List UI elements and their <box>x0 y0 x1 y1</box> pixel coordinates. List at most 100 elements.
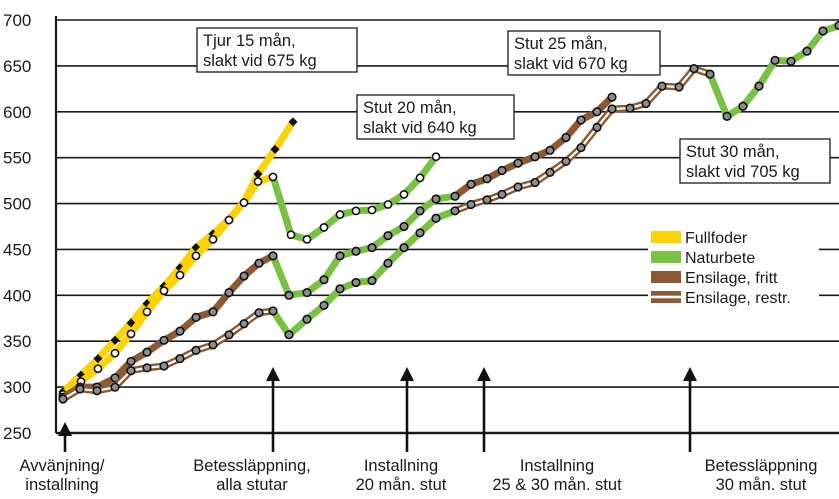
data-point <box>834 20 839 31</box>
data-point <box>254 258 264 268</box>
y-tick-label: 500 <box>3 195 31 214</box>
series <box>58 20 839 404</box>
grid <box>56 19 839 435</box>
callout-text: slakt vid 675 kg <box>203 52 317 70</box>
data-point <box>319 275 329 285</box>
callout-text: Stut 25 mån, <box>514 35 608 53</box>
data-point <box>268 251 278 261</box>
data-point <box>208 307 218 317</box>
data-point <box>284 290 294 300</box>
data-point <box>126 365 136 376</box>
data-point <box>175 326 185 336</box>
callout-text: slakt vid 670 kg <box>514 55 628 73</box>
data-point <box>545 145 555 155</box>
data-point <box>754 81 764 91</box>
data-point <box>254 308 264 318</box>
data-point <box>415 206 425 216</box>
annotation-text: 20 mån. stut <box>356 476 447 494</box>
series-0 <box>58 117 298 397</box>
data-point <box>592 122 602 132</box>
legend-swatch <box>651 231 681 243</box>
data-point <box>93 364 103 374</box>
data-point <box>367 205 377 215</box>
legend-label: Ensilage, fritt <box>685 270 778 287</box>
data-point <box>399 189 409 199</box>
data-point <box>191 345 201 356</box>
event-arrows <box>58 367 697 452</box>
annotation-text: Betessläppning <box>705 457 818 475</box>
data-point <box>383 258 393 268</box>
callout-box <box>679 138 831 184</box>
data-point <box>786 56 796 66</box>
data-point <box>302 287 312 298</box>
data-point <box>415 173 425 183</box>
data-point <box>110 382 120 392</box>
callout-text: Stut 30 mån, <box>686 143 780 161</box>
data-point <box>576 115 586 125</box>
series-2 <box>58 92 617 402</box>
data-point <box>466 199 476 210</box>
legend-swatch <box>651 271 681 283</box>
data-point <box>482 174 492 184</box>
data-point <box>770 55 780 65</box>
data-point <box>319 300 329 311</box>
arrow-head <box>683 367 697 381</box>
data-point <box>738 101 748 111</box>
data-point <box>175 354 185 364</box>
data-point <box>383 231 393 241</box>
callout-text: Stut 20 mån, <box>363 99 457 117</box>
data-point <box>399 221 409 232</box>
data-point <box>58 394 68 404</box>
data-point <box>497 165 507 176</box>
y-tick-label: 550 <box>3 149 31 168</box>
data-point <box>159 361 169 371</box>
data-point <box>625 103 635 113</box>
callout-0: Tjur 15 mån, slakt vid 675 kg <box>196 27 358 73</box>
event-arrow-3 <box>477 367 491 452</box>
callout-text: slakt vid 705 kg <box>686 163 800 181</box>
annotation-text: alla stutar <box>216 476 288 494</box>
callouts: Tjur 15 mån, slakt vid 675 kg Stut 20 mån,… <box>196 27 831 184</box>
data-point <box>722 111 732 121</box>
data-point <box>126 356 136 367</box>
event-arrow-2 <box>400 367 414 452</box>
annotation-text: Avvänjning/ <box>19 457 104 475</box>
data-point <box>674 82 684 92</box>
data-point <box>705 69 715 79</box>
data-point <box>607 92 617 102</box>
data-point <box>319 223 329 232</box>
data-point <box>431 213 441 223</box>
data-point <box>450 191 460 201</box>
data-point <box>561 156 571 166</box>
event-annotations: Avvänjning/installning Betessläppning,all… <box>19 457 817 494</box>
arrow-head <box>400 367 414 381</box>
callout-box <box>196 27 358 73</box>
data-point <box>513 158 523 168</box>
data-point <box>576 142 586 153</box>
legend-label: Ensilage, restr. <box>685 290 791 307</box>
data-point <box>224 287 234 298</box>
data-point <box>284 330 294 340</box>
y-tick-label: 300 <box>3 378 31 397</box>
callout-2: Stut 25 mån, slakt vid 670 kg <box>507 30 661 76</box>
data-point <box>513 182 523 192</box>
data-point <box>142 307 152 317</box>
data-point <box>399 243 409 253</box>
data-point <box>142 363 152 373</box>
arrow-head <box>58 422 72 436</box>
data-point <box>302 234 312 244</box>
data-point <box>110 373 120 383</box>
data-point <box>657 81 667 91</box>
data-point <box>415 228 425 238</box>
data-point <box>302 314 312 324</box>
data-point <box>607 104 617 114</box>
data-point <box>367 243 377 253</box>
data-point <box>351 277 361 288</box>
event-arrow-4 <box>683 367 697 452</box>
data-point <box>92 386 102 396</box>
annotation-text: 25 & 30 mån. stut <box>492 476 622 494</box>
y-tick-label: 600 <box>3 103 31 122</box>
event-arrow-0 <box>58 422 72 452</box>
data-point <box>497 189 507 199</box>
